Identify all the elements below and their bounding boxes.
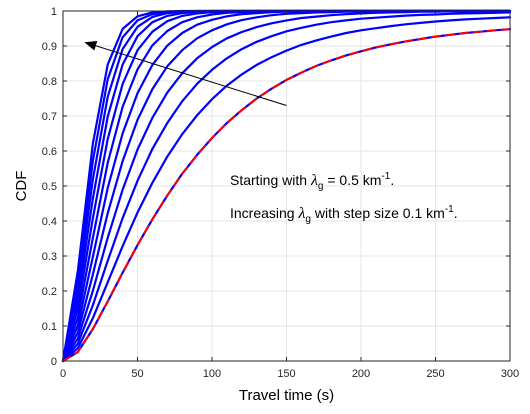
y-tick-label: 0.9 <box>42 41 57 53</box>
annotation-step-superscript: -1 <box>445 204 454 215</box>
annotation-step-value: with step size 0.1 km <box>311 205 445 221</box>
x-tick-label: 300 <box>501 368 519 380</box>
annotation-start-suffix: . <box>390 172 394 188</box>
ticks <box>62 10 511 362</box>
x-axis-label: Travel time (s) <box>239 387 334 404</box>
annotation-step-prefix: Increasing <box>230 205 298 221</box>
x-tick-label: 200 <box>352 368 370 380</box>
lambda-symbol: λ <box>310 172 318 189</box>
x-tick-label: 0 <box>60 368 66 380</box>
y-tick-labels: 0 0.1 0.2 0.3 0.4 0.5 0.6 0.7 0.8 0.9 1 <box>42 6 57 368</box>
y-tick-label: 0.2 <box>42 286 57 298</box>
annotation-arrow <box>84 41 287 106</box>
series-line-2 <box>61 16 512 363</box>
y-tick-label: 0.5 <box>42 181 57 193</box>
annotation-start: Starting with λg = 0.5 km-1. <box>230 171 394 192</box>
y-tick-label: 0.8 <box>42 76 57 88</box>
annotation-start-value: = 0.5 km <box>323 172 381 188</box>
series-line-dashed <box>62 28 511 362</box>
y-tick-label: 0.1 <box>42 321 57 333</box>
x-tick-label: 100 <box>203 368 221 380</box>
annotation-start-superscript: -1 <box>381 171 390 182</box>
x-tick-label: 150 <box>277 368 295 380</box>
y-tick-label: 0.4 <box>42 216 57 228</box>
lambda-subscript: g <box>318 181 324 192</box>
y-tick-label: 0.7 <box>42 111 57 123</box>
y-axis-label: CDF <box>13 171 30 202</box>
x-tick-label: 250 <box>426 368 444 380</box>
x-tick-label: 50 <box>131 368 143 380</box>
annotation-start-prefix: Starting with <box>230 172 311 188</box>
lambda-symbol: λ <box>297 205 305 222</box>
lambda-subscript: g <box>305 214 311 225</box>
annotation-step: Increasing λg with step size 0.1 km-1. <box>230 204 458 225</box>
y-tick-label: 0 <box>51 356 57 368</box>
annotation-step-suffix: . <box>454 205 458 221</box>
x-tick-labels: 0 50 100 150 200 250 300 <box>60 368 519 380</box>
y-tick-label: 0.3 <box>42 251 57 263</box>
y-tick-label: 0.6 <box>42 146 57 158</box>
y-tick-label: 1 <box>51 6 57 18</box>
